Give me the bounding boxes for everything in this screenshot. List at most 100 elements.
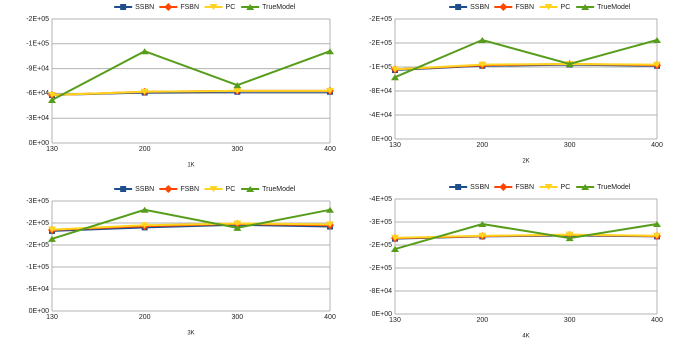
series-line: [394, 222, 658, 250]
y-tick-label: -1E+05: [369, 64, 392, 71]
legend-marker: [581, 4, 590, 10]
data-point: [478, 61, 487, 68]
data-point: [653, 232, 661, 239]
y-tick-label: 0E+00: [372, 311, 393, 318]
x-tick-label: 130: [389, 317, 401, 324]
data-point: [140, 206, 149, 213]
data-point: [326, 221, 334, 228]
series-line: [51, 223, 331, 232]
data-point: [140, 222, 149, 229]
data-point: [48, 92, 56, 99]
legend-marker: [544, 4, 553, 10]
legend-marker: [164, 185, 173, 193]
data-point: [478, 232, 487, 239]
legend-label: FSBN: [180, 186, 199, 193]
x-tick-label: 300: [564, 317, 576, 324]
legend-marker: [499, 183, 508, 191]
data-point: [565, 235, 574, 242]
legend-label: PC: [226, 186, 236, 193]
legend-label: TrueModel: [597, 184, 631, 191]
legend-marker: [455, 4, 462, 10]
x-axis-title: 4K: [522, 334, 529, 340]
y-tick-label: 0E+00: [372, 136, 393, 143]
x-tick-label: 200: [139, 146, 151, 153]
x-tick-label: 130: [46, 314, 58, 321]
x-tick-label: 300: [564, 142, 576, 149]
y-tick-label: -4E+05: [369, 196, 392, 203]
y-tick-label: -6E+04: [26, 90, 49, 97]
legend-marker: [246, 186, 255, 192]
data-point: [565, 231, 574, 238]
x-tick-label: 200: [476, 142, 488, 149]
legend-marker: [499, 3, 508, 11]
series-line: [51, 89, 330, 97]
data-point: [140, 88, 149, 95]
legend-marker: [209, 186, 218, 192]
y-tick-label: -8E+04: [369, 88, 392, 95]
x-tick-label: 200: [476, 317, 488, 324]
y-tick-label: -1E+05: [26, 41, 49, 48]
x-tick-label: 200: [139, 314, 151, 321]
x-tick-label: 400: [651, 142, 663, 149]
legend-label: TrueModel: [262, 186, 296, 193]
y-tick-label: -3E+04: [26, 115, 49, 122]
series-line: [394, 62, 658, 71]
data-point: [391, 74, 399, 81]
y-tick-label: 0E+00: [29, 140, 50, 147]
y-tick-label: -5E+04: [26, 286, 49, 293]
x-tick-label: 400: [324, 314, 336, 321]
legend-label: FSBN: [515, 184, 534, 191]
y-tick-label: -9E+04: [26, 65, 49, 72]
data-point: [391, 246, 399, 253]
data-point: [653, 37, 661, 43]
x-tick-label: 130: [389, 142, 401, 149]
data-point: [233, 220, 242, 227]
data-point: [233, 87, 242, 94]
legend-marker: [164, 3, 173, 11]
legend-marker: [209, 4, 218, 10]
data-point: [391, 234, 399, 241]
data-point: [233, 82, 242, 89]
x-tick-label: 400: [324, 146, 336, 153]
y-tick-label: -8E+04: [369, 288, 392, 295]
y-tick-label: -2E+05: [369, 16, 392, 23]
y-tick-label: -2E+05: [26, 220, 49, 227]
series-line: [51, 222, 331, 231]
legend-label: PC: [561, 184, 571, 191]
data-point: [48, 97, 56, 104]
y-tick-label: -3E+05: [369, 219, 392, 226]
y-tick-label: -4E+04: [369, 112, 392, 119]
x-axis-title: 2K: [522, 159, 529, 165]
series-line: [394, 38, 658, 79]
data-point: [478, 37, 487, 43]
legend-label: PC: [226, 4, 236, 11]
data-point: [326, 206, 334, 213]
data-point: [565, 61, 574, 67]
legend-marker: [581, 184, 590, 190]
data-point: [653, 221, 661, 228]
legend-marker: [246, 4, 255, 10]
data-point: [140, 48, 149, 55]
legend-marker: [120, 4, 127, 10]
x-tick-label: 130: [46, 146, 58, 153]
y-tick-label: -1E+05: [26, 264, 49, 271]
y-tick-label: -2E+05: [369, 265, 392, 272]
x-axis-title: 1K: [187, 163, 194, 169]
data-point: [478, 221, 487, 228]
data-point: [391, 66, 399, 73]
y-tick-label: -2E+05: [26, 242, 49, 249]
legend-label: SSBN: [470, 184, 489, 191]
legend-marker: [120, 186, 127, 192]
data-point: [233, 224, 242, 231]
x-axis-title: 3K: [187, 331, 194, 337]
data-point: [48, 226, 56, 233]
x-tick-label: 400: [651, 317, 663, 324]
data-point: [48, 235, 56, 242]
legend-label: SSBN: [135, 4, 154, 11]
y-tick-label: -2E+05: [26, 16, 49, 23]
legend-label: TrueModel: [262, 4, 296, 11]
legend-label: FSBN: [515, 4, 534, 11]
y-tick-label: 0E+00: [29, 308, 50, 315]
data-point: [326, 48, 334, 55]
